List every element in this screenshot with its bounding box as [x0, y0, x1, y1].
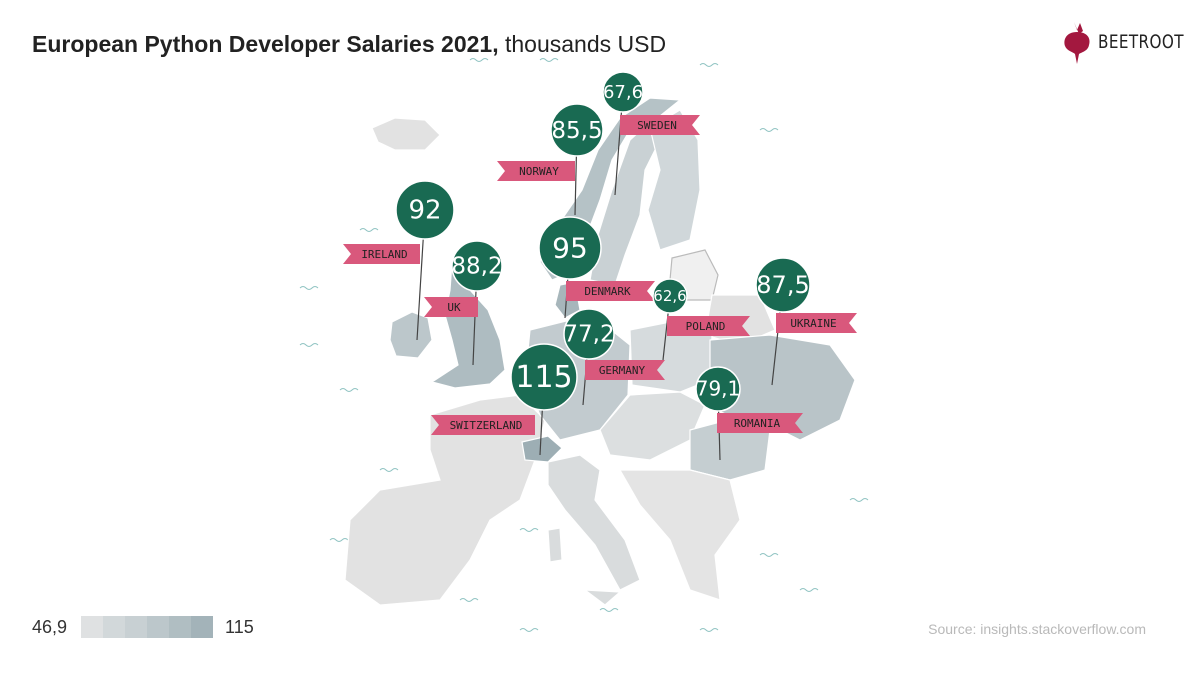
ireland	[389, 311, 433, 359]
value-circle	[395, 180, 455, 240]
legend-swatch	[103, 616, 126, 638]
iceland	[371, 117, 441, 151]
water-wave	[299, 286, 319, 290]
balkans	[618, 469, 741, 601]
salary-pins: SWEDEN 67,6 NORWAY 85,5 IRELAND 92 UK 88,2 DENMA…	[343, 71, 857, 461]
logo-text: BEETROOT	[1098, 31, 1184, 53]
italy	[547, 454, 641, 591]
flag-banner	[667, 316, 750, 336]
value-circle	[550, 103, 604, 157]
salary-value: 85,5	[551, 118, 602, 144]
salary-value: 115	[515, 360, 572, 395]
pin-denmark: DENMARK 95	[538, 216, 655, 319]
title-unit: thousands USD	[498, 31, 667, 57]
pin-norway: NORWAY 85,5	[497, 103, 604, 216]
country-label: ROMANIA	[734, 417, 781, 430]
country-label: SWITZERLAND	[450, 419, 523, 432]
salary-value: 67,6	[603, 82, 643, 103]
legend-color-scale	[81, 616, 214, 638]
salary-value: 88,2	[451, 254, 502, 280]
country-label: POLAND	[686, 320, 726, 333]
flag-banner	[620, 115, 700, 135]
flag-banner	[431, 415, 535, 435]
water-wave	[519, 528, 539, 532]
page-title: European Python Developer Salaries 2021,…	[32, 31, 666, 58]
value-circle	[563, 308, 615, 360]
water-wave	[469, 58, 489, 62]
water-wave	[519, 628, 539, 632]
water-wave	[339, 388, 359, 392]
pin-uk: UK 88,2	[424, 240, 503, 366]
pin-switzerland: SWITZERLAND 115	[431, 343, 578, 456]
flag-banner	[566, 281, 655, 301]
legend-swatch	[81, 616, 104, 638]
salary-value: 95	[552, 231, 588, 264]
legend-min: 46,9	[32, 616, 68, 637]
value-circle	[451, 240, 503, 292]
country-label: NORWAY	[519, 165, 559, 178]
salary-value: 62,6	[653, 287, 686, 305]
water-wave	[599, 608, 619, 612]
water-wave	[379, 468, 399, 472]
value-circle	[695, 366, 741, 412]
legend-max: 115	[225, 616, 254, 637]
water-wave	[799, 588, 819, 592]
flag-banner	[424, 297, 478, 317]
country-label: SWEDEN	[637, 119, 677, 132]
legend-swatch	[125, 616, 148, 638]
water-wave	[299, 343, 319, 347]
water-wave	[699, 63, 719, 67]
value-circle	[602, 71, 644, 113]
legend-swatch	[147, 616, 170, 638]
beetroot-logo: BEETROOT	[1062, 20, 1200, 64]
water-wave	[539, 58, 559, 62]
water-wave	[699, 628, 719, 632]
flag-banner	[776, 313, 857, 333]
value-circle	[755, 257, 811, 313]
flag-banner	[585, 360, 665, 380]
water-wave	[759, 128, 779, 132]
switzerland	[521, 435, 563, 463]
flag-banner	[497, 161, 575, 181]
salary-value: 77,2	[563, 322, 614, 348]
legend-swatch	[191, 616, 214, 638]
country-label: IRELAND	[361, 248, 407, 261]
country-label: DENMARK	[584, 285, 631, 298]
pin-poland: POLAND 62,6	[652, 278, 750, 361]
country-label: GERMANY	[599, 364, 646, 377]
salary-value: 79,1	[696, 377, 741, 401]
legend-swatch	[169, 616, 192, 638]
salary-value: 87,5	[756, 271, 809, 299]
pin-romania: ROMANIA 79,1	[695, 366, 803, 461]
value-circle	[652, 278, 688, 314]
pin-germany: GERMANY 77,2	[563, 308, 665, 406]
flag-banner	[717, 413, 803, 433]
title-main: European Python Developer Salaries 2021,	[32, 31, 499, 57]
salary-value: 92	[408, 196, 441, 226]
water-wave	[329, 538, 349, 542]
source-note: Source: insights.stackoverflow.com	[928, 621, 1146, 637]
pin-sweden: SWEDEN 67,6	[602, 71, 700, 196]
value-circle	[538, 216, 602, 280]
water-wave	[359, 228, 379, 232]
country-label: UKRAINE	[790, 317, 836, 330]
color-legend: 46,9 115	[32, 616, 254, 638]
central-europe	[599, 391, 706, 461]
value-circle	[510, 343, 578, 411]
water-wave	[849, 498, 869, 502]
water-wave	[459, 598, 479, 602]
water-wave	[759, 553, 779, 557]
flag-banner	[343, 244, 420, 264]
pin-ireland: IRELAND 92	[343, 180, 455, 341]
water-marks	[299, 58, 869, 632]
pin-ukraine: UKRAINE 87,5	[755, 257, 857, 386]
beet-icon	[1064, 22, 1090, 64]
uk	[430, 257, 506, 389]
country-label: UK	[447, 301, 461, 314]
